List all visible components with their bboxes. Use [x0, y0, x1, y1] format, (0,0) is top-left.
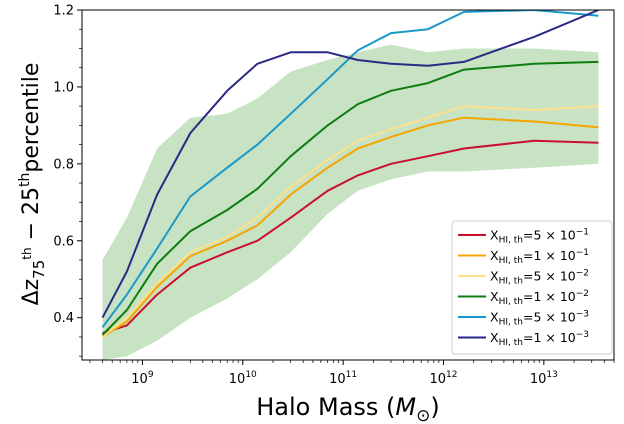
- y-tick-label: 0.4: [53, 311, 74, 326]
- x-axis: 109 1010 1011 1012 1013: [89, 360, 615, 387]
- x-axis-label: Halo Mass (M⊙): [256, 393, 440, 424]
- x-tick-label: 1012: [429, 370, 457, 387]
- legend-entry-label: XHI, th=5 × 10−2: [490, 269, 589, 287]
- series-line-4: [101, 60, 599, 336]
- legend-entry-label: XHI, th=1 × 10−1: [490, 248, 589, 266]
- series-line-1: [102, 139, 599, 335]
- y-tick-label: 1.0: [53, 80, 74, 95]
- series-line-3: [101, 105, 599, 338]
- percentile-band: [102, 44, 599, 360]
- y-axis-label: Δz75th − 25thpercentile: [17, 63, 48, 306]
- y-tick-label: 0.6: [53, 234, 74, 249]
- series-lines-layer: [101, 10, 599, 338]
- series-line-5: [101, 10, 599, 328]
- legend: XHI, th=5 × 10−1 XHI, th=1 × 10−1 XHI, th=…: [451, 220, 613, 355]
- y-tick-label: 0.8: [53, 157, 74, 172]
- legend-entry-label: XHI, th=1 × 10−2: [490, 289, 589, 307]
- plot-frame: [81, 9, 615, 361]
- y-tick-label: 1.2: [53, 4, 74, 19]
- x-tick-label: 109: [131, 370, 154, 387]
- percentile-band-layer: [102, 44, 599, 360]
- legend-box: [451, 220, 613, 355]
- x-tick-label: 1011: [329, 370, 357, 387]
- x-tick-label: 1010: [229, 370, 257, 387]
- legend-entry-label: XHI, th=1 × 10−3: [490, 330, 589, 348]
- series-line-6: [101, 10, 599, 319]
- legend-entry-label: XHI, th=5 × 10−1: [490, 228, 589, 246]
- series-line-2: [101, 116, 599, 338]
- y-axis: 0.4 0.6 0.8 1.0 1.2: [53, 4, 82, 357]
- x-tick-label: 1013: [530, 370, 558, 387]
- legend-entry-label: XHI, th=5 × 10−3: [490, 310, 589, 328]
